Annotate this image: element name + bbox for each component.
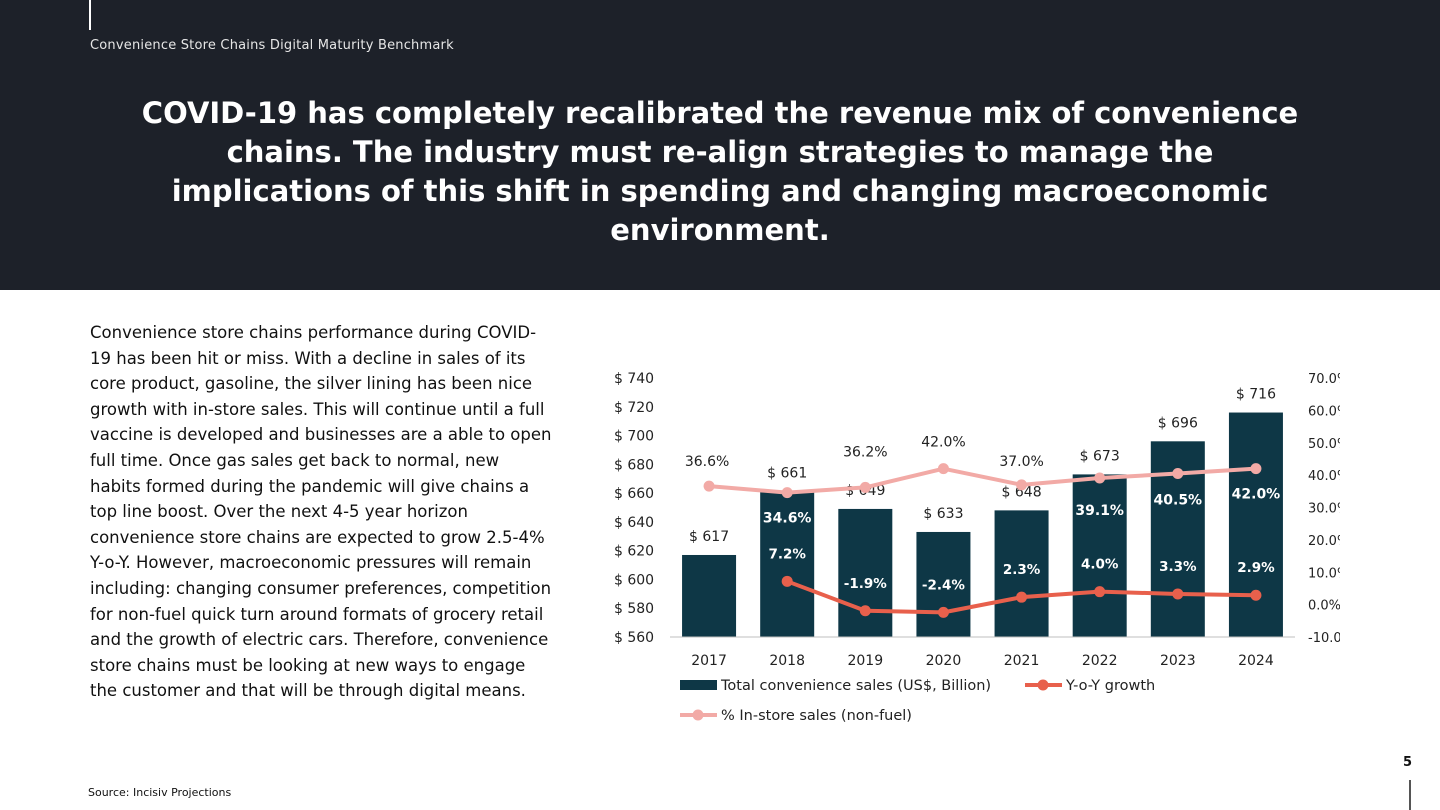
left-axis-tick: $ 560 (614, 630, 654, 646)
left-axis-tick: $ 660 (614, 486, 654, 502)
x-axis-tick: 2017 (691, 653, 727, 669)
left-axis-tick: $ 680 (614, 457, 654, 473)
growth-value-label: -1.9% (844, 576, 888, 592)
legend-swatch-point (692, 709, 704, 721)
x-axis-tick: 2022 (1082, 653, 1118, 669)
instore-value-label: 37.0% (999, 454, 1043, 470)
bar-value-label: $ 673 (1080, 448, 1120, 464)
bar (1228, 412, 1283, 637)
growth-value-label: 4.0% (1081, 557, 1119, 573)
instore-point (1016, 479, 1028, 491)
bar-value-label: $ 716 (1236, 387, 1276, 403)
bar (916, 531, 971, 637)
left-axis-tick: $ 580 (614, 601, 654, 617)
right-axis-tick: -10.0% (1308, 631, 1340, 646)
growth-point (937, 606, 949, 618)
instore-point (1094, 472, 1106, 484)
instore-value-label: 39.1% (1075, 503, 1124, 519)
x-axis-tick: 2019 (847, 653, 883, 669)
right-axis-tick: 60.0% (1308, 404, 1340, 419)
legend-label: % In-store sales (non-fuel) (721, 708, 912, 724)
left-axis-tick: $ 720 (614, 400, 654, 416)
instore-line (707, 466, 1258, 495)
growth-point (1250, 589, 1262, 601)
legend-label: Y-o-Y growth (1065, 678, 1155, 694)
growth-value-label: 3.3% (1159, 559, 1197, 575)
growth-point (859, 605, 871, 617)
instore-point (781, 487, 793, 499)
instore-value-label: 40.5% (1154, 493, 1203, 509)
legend-label: Total convenience sales (US$, Billion) (720, 678, 991, 694)
left-axis-tick: $ 700 (614, 429, 654, 445)
instore-point (859, 481, 871, 493)
x-axis-tick: 2020 (926, 653, 962, 669)
growth-point (1094, 586, 1106, 598)
right-axis-tick: 50.0% (1308, 437, 1340, 452)
instore-point (937, 463, 949, 475)
header-divider (89, 0, 91, 30)
right-axis-tick: 40.0% (1308, 469, 1340, 484)
right-axis-tick: 30.0% (1308, 502, 1340, 517)
right-axis-tick: 10.0% (1308, 566, 1340, 581)
left-axis-tick: $ 640 (614, 515, 654, 531)
growth-value-label: 2.9% (1237, 560, 1275, 576)
instore-value-label: 42.0% (1232, 487, 1281, 503)
instore-point (703, 480, 715, 492)
bar-value-label: $ 696 (1158, 415, 1198, 431)
instore-point (1250, 463, 1262, 475)
instore-value-label: 34.6% (763, 511, 812, 527)
growth-point (1172, 588, 1184, 600)
bar-value-label: $ 617 (689, 529, 729, 545)
page-divider (1409, 780, 1411, 810)
bar-value-label: $ 648 (1002, 484, 1042, 500)
body-paragraph: Convenience store chains performance dur… (90, 323, 552, 701)
right-axis-tick: 0.0% (1308, 599, 1340, 614)
x-axis-tick: 2018 (769, 653, 805, 669)
growth-point (1016, 591, 1028, 603)
growth-value-label: -2.4% (922, 577, 966, 593)
x-axis-tick: 2024 (1238, 653, 1274, 669)
bar (760, 491, 815, 637)
left-axis-tick: $ 740 (614, 371, 654, 387)
header-banner: Convenience Store Chains Digital Maturit… (0, 0, 1440, 290)
bar (1072, 474, 1127, 637)
bar (838, 508, 893, 637)
bar (682, 554, 737, 637)
left-axis-tick: $ 620 (614, 544, 654, 560)
legend-swatch-point (1037, 679, 1049, 691)
report-title: Convenience Store Chains Digital Maturit… (90, 38, 454, 53)
bar-value-label: $ 661 (767, 466, 807, 482)
x-axis-tick: 2023 (1160, 653, 1196, 669)
instore-value-label: 36.6% (685, 454, 729, 470)
sales-chart: $ 560 $ 580 $ 600 $ 620 $ 640 $ 660 $ 680 $ 700… (614, 371, 1340, 724)
legend-swatch-bar (680, 680, 717, 690)
right-axis-tick: 70.0% (1308, 372, 1340, 387)
instore-value-label: 36.2% (843, 444, 887, 460)
bar (994, 510, 1049, 637)
page-number: 5 (1403, 755, 1413, 770)
left-axis-tick: $ 600 (614, 572, 654, 588)
right-axis-tick: 20.0% (1308, 534, 1340, 549)
growth-value-label: 2.3% (1003, 562, 1041, 578)
page-headline: COVID-19 has completely recalibrated the… (141, 96, 1299, 247)
instore-value-label: 42.0% (921, 435, 965, 451)
bar-value-label: $ 633 (923, 506, 963, 522)
growth-value-label: 7.2% (768, 546, 806, 562)
x-axis-tick: 2021 (1004, 653, 1040, 669)
growth-point (781, 575, 793, 587)
instore-point (1172, 468, 1184, 480)
source-note: Source: Incisiv Projections (88, 786, 232, 799)
